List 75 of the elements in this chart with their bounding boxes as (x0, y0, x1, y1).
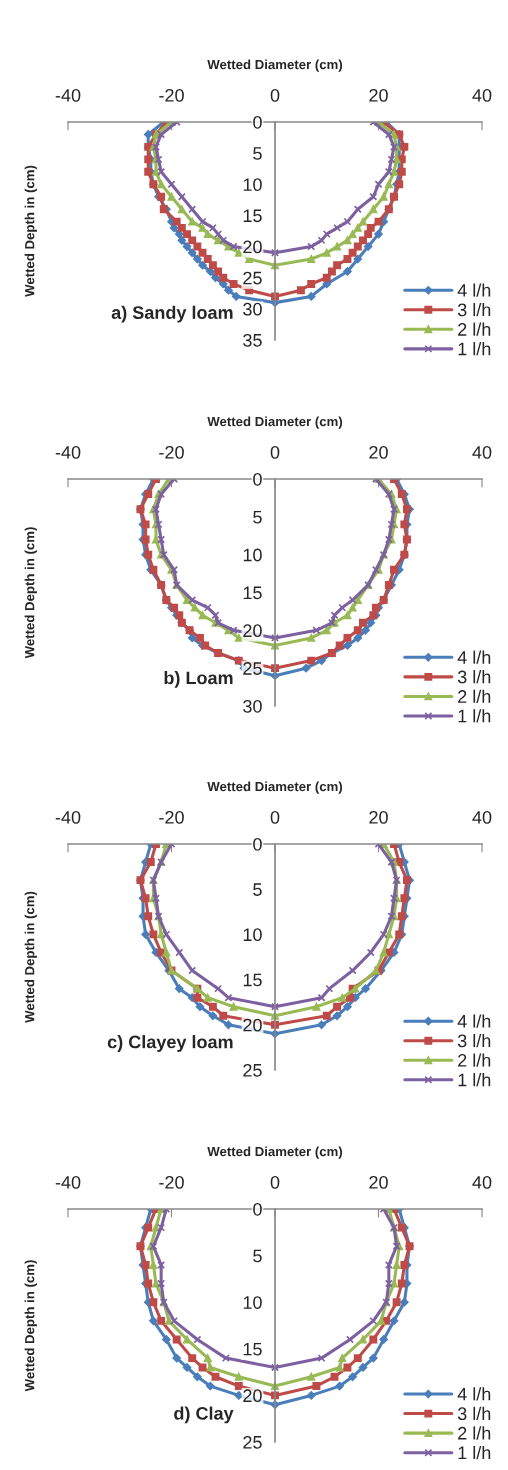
x-axis-title: Wetted Diameter (cm) (207, 781, 343, 794)
x-tick-label: 20 (369, 1175, 388, 1189)
y-axis-title: Wetted Depth in (cm) (24, 1260, 37, 1392)
x-tick-label: 0 (270, 445, 280, 459)
y-tick-label: 5 (253, 510, 262, 524)
x-tick-label: -40 (55, 1175, 81, 1189)
y-tick-label: 0 (253, 1202, 262, 1216)
x-tick-label: -40 (55, 810, 81, 824)
annotation: b) Loam (164, 671, 233, 688)
y-tick-label: 15 (243, 209, 262, 223)
x-tick-label: -40 (55, 445, 81, 459)
y-tick-label: 5 (253, 147, 262, 160)
annotation: c) Clayey loam (107, 1035, 233, 1052)
y-tick-label: 15 (243, 973, 262, 987)
y-tick-label: 10 (243, 1296, 262, 1309)
y-tick-label: 0 (253, 837, 262, 851)
legend-label: 1 l/h (458, 342, 491, 356)
x-tick-label: 40 (472, 810, 492, 824)
legend-label: 2 l/h (458, 322, 491, 336)
x-tick-label: 40 (472, 88, 492, 102)
y-tick-label: 30 (243, 699, 262, 713)
legend-label: 3 l/h (457, 670, 491, 684)
y-tick-label: 0 (253, 115, 262, 129)
x-tick-label: 40 (472, 1175, 492, 1189)
legend-label: 1 l/h (458, 1445, 491, 1460)
x-axis-title: Wetted Diameter (cm) (207, 1146, 343, 1159)
x-axis-title: Wetted Diameter (cm) (207, 59, 343, 72)
y-tick-label: 10 (243, 548, 262, 562)
x-tick-label: -20 (159, 445, 184, 459)
y-tick-label: 0 (253, 472, 262, 486)
y-tick-label: 20 (243, 240, 262, 254)
y-tick-label: 25 (243, 1063, 262, 1077)
legend-label: 2 l/h (458, 689, 491, 703)
y-tick-label: 35 (243, 333, 262, 347)
y-tick-label: 5 (253, 1249, 262, 1263)
legend-label: 1 l/h (458, 1073, 491, 1087)
x-tick-label: 40 (472, 445, 492, 459)
y-tick-label: 25 (243, 1435, 262, 1449)
annotation: d) Clay (174, 1406, 234, 1424)
y-tick-label: 5 (253, 883, 262, 896)
y-tick-label: 20 (243, 624, 262, 638)
x-tick-label: -40 (55, 88, 81, 102)
y-tick-label: 25 (243, 662, 262, 675)
x-tick-label: -20 (159, 88, 184, 102)
y-axis-title: Wetted Depth in (cm) (24, 891, 37, 1023)
y-tick-label: 15 (243, 1342, 262, 1356)
y-tick-label: 20 (243, 1389, 262, 1403)
y-axis-title: Wetted Depth in (cm) (24, 165, 37, 297)
x-tick-label: 0 (270, 88, 280, 102)
legend-label: 4 l/h (457, 650, 491, 664)
x-tick-label: 20 (369, 445, 388, 459)
legend-label: 4 l/h (457, 1387, 491, 1401)
legend-label: 3 l/h (457, 1406, 491, 1421)
x-axis-title: Wetted Diameter (cm) (207, 416, 343, 429)
y-tick-label: 10 (243, 928, 262, 942)
y-tick-label: 30 (243, 302, 262, 316)
y-tick-label: 15 (243, 586, 262, 600)
x-tick-label: 20 (369, 810, 388, 824)
legend-label: 2 l/h (458, 1053, 491, 1067)
annotation: a) Sandy loam (111, 305, 233, 323)
y-tick-label: 20 (243, 1018, 262, 1032)
x-tick-label: 20 (369, 88, 388, 102)
y-tick-label: 25 (243, 271, 262, 285)
legend-label: 4 l/h (457, 1014, 491, 1028)
legend-label: 3 l/h (457, 303, 491, 317)
x-tick-label: -20 (159, 1175, 184, 1189)
legend-label: 3 l/h (457, 1033, 491, 1048)
y-tick-label: 10 (243, 178, 262, 192)
legend-label: 4 l/h (457, 283, 491, 297)
legend-label: 2 l/h (458, 1426, 491, 1440)
x-tick-label: 0 (270, 1175, 280, 1189)
x-tick-label: -20 (159, 810, 184, 824)
x-tick-label: 0 (270, 810, 280, 824)
legend-label: 1 l/h (458, 709, 491, 723)
y-axis-title: Wetted Depth in (cm) (24, 527, 37, 659)
